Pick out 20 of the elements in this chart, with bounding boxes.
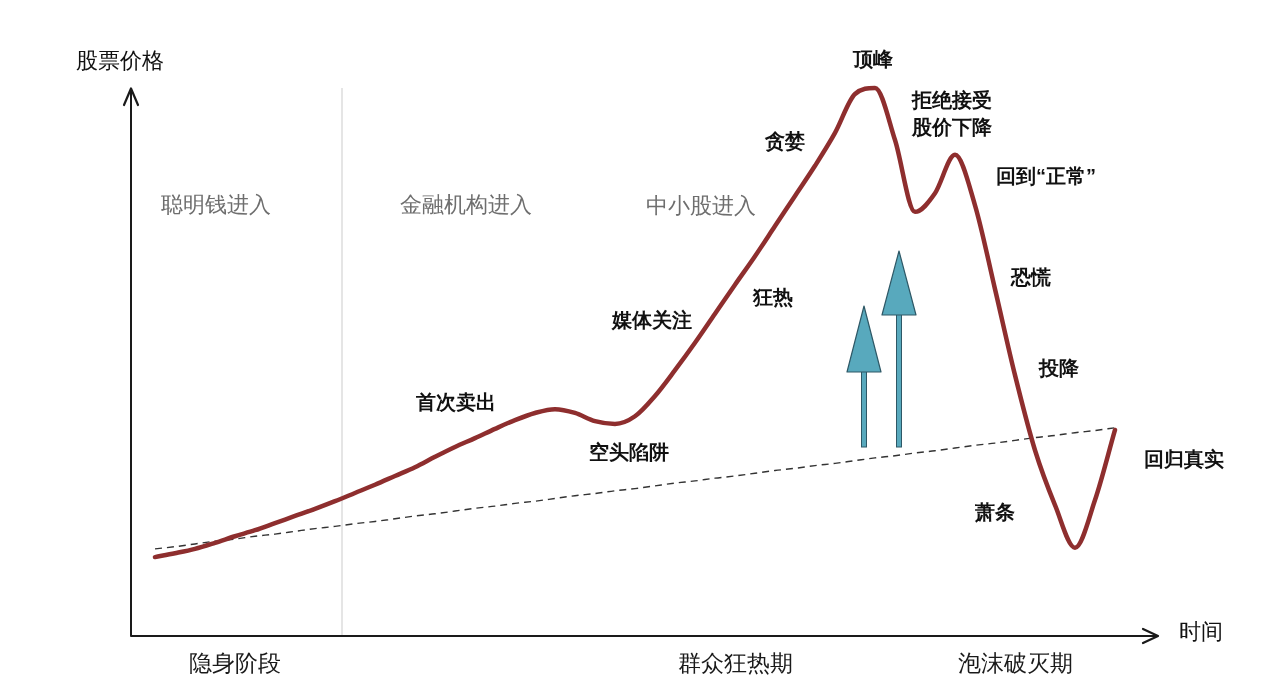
y-axis-title: 股票价格 [76,48,164,74]
x-tick-label: 隐身阶段 [189,650,281,677]
annotation: 聪明钱进入 [161,192,271,218]
annotation: 拒绝接受股价下降 [911,88,993,138]
annotation: 媒体关注 [611,308,692,331]
x-tick-label: 群众狂热期 [677,650,793,677]
annotation: 萧条 [974,500,1015,523]
annotation: 狂热 [752,285,793,308]
annotation: 回到“正常” [996,164,1096,187]
x-tick-label: 泡沫破灭期 [957,650,1073,677]
text: 回归真实 [1144,447,1224,470]
text: 顶峰 [852,47,894,70]
annotation: 中小股进入 [646,193,756,219]
x-axis-title: 时间 [1179,619,1223,645]
annotation: 空头陷阱 [589,440,669,463]
annotation: 投降 [1038,356,1080,379]
annotation: 贪婪 [764,129,805,152]
annotation: 恐慌 [1010,265,1051,288]
annotation: 金融机构进入 [400,192,532,218]
annotation: 首次卖出 [415,390,496,413]
